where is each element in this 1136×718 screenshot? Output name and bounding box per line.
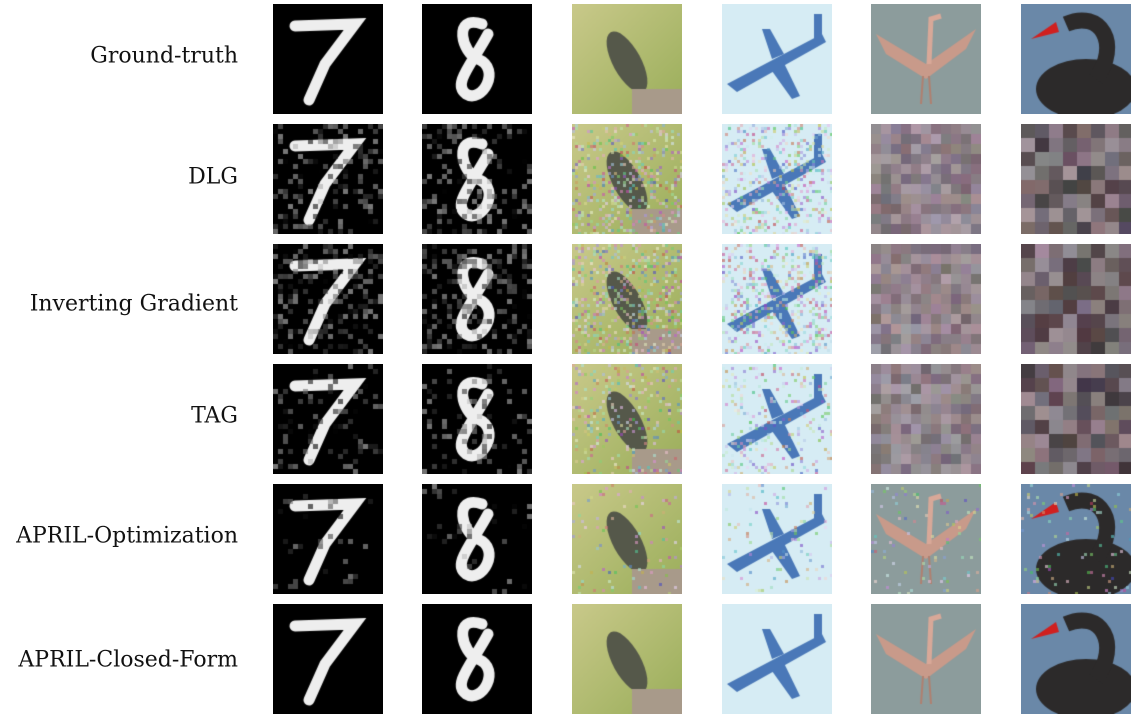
- image-digit-8-row-3: [422, 244, 532, 354]
- image-digit-8-row-1: [422, 4, 532, 114]
- image-digit-8-row-6: [422, 604, 532, 714]
- row-label-april-closed-form: APRIL-Closed-Form: [18, 648, 238, 673]
- image-bird-row-3: [572, 244, 682, 354]
- image-bird-row-4: [572, 364, 682, 474]
- image-digit-7-row-5: [273, 484, 383, 594]
- image-flamingo-row-4: [871, 364, 981, 474]
- image-digit-7-row-4: [273, 364, 383, 474]
- image-digit-7-row-2: [273, 124, 383, 234]
- image-black-swan-row-2: [1021, 124, 1131, 234]
- image-black-swan-row-6: [1021, 604, 1131, 714]
- image-digit-7-row-6: [273, 604, 383, 714]
- row-label-ground-truth: Ground-truth: [90, 44, 238, 69]
- image-airplane-row-6: [722, 604, 832, 714]
- image-bird-row-1: [572, 4, 682, 114]
- image-airplane-row-2: [722, 124, 832, 234]
- image-airplane-row-4: [722, 364, 832, 474]
- row-label-inverting-gradient: Inverting Gradient: [30, 292, 238, 317]
- image-airplane-row-5: [722, 484, 832, 594]
- image-black-swan-row-3: [1021, 244, 1131, 354]
- image-flamingo-row-1: [871, 4, 981, 114]
- image-digit-7-row-3: [273, 244, 383, 354]
- image-digit-8-row-2: [422, 124, 532, 234]
- image-digit-8-row-4: [422, 364, 532, 474]
- image-airplane-row-1: [722, 4, 832, 114]
- image-digit-7-row-1: [273, 4, 383, 114]
- image-bird-row-6: [572, 604, 682, 714]
- image-bird-row-5: [572, 484, 682, 594]
- image-black-swan-row-5: [1021, 484, 1131, 594]
- image-airplane-row-3: [722, 244, 832, 354]
- image-black-swan-row-4: [1021, 364, 1131, 474]
- image-black-swan-row-1: [1021, 4, 1131, 114]
- image-flamingo-row-5: [871, 484, 981, 594]
- image-flamingo-row-2: [871, 124, 981, 234]
- image-bird-row-2: [572, 124, 682, 234]
- image-flamingo-row-3: [871, 244, 981, 354]
- row-label-dlg: DLG: [188, 165, 238, 190]
- image-digit-8-row-5: [422, 484, 532, 594]
- row-label-tag: TAG: [191, 404, 238, 429]
- image-flamingo-row-6: [871, 604, 981, 714]
- row-label-april-optimization: APRIL-Optimization: [16, 524, 238, 549]
